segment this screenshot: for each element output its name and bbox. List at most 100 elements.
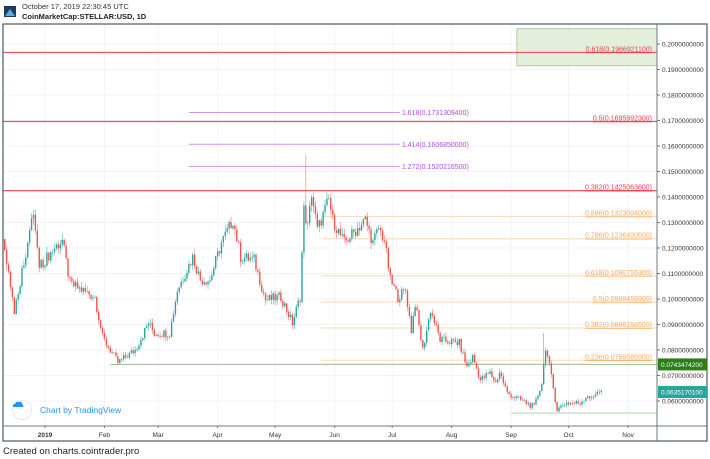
- candle-body: [188, 264, 190, 273]
- candle-body: [4, 239, 6, 250]
- candle-body: [59, 244, 62, 249]
- candle-body: [190, 264, 192, 266]
- candle-body: [560, 405, 562, 408]
- candle-body: [122, 355, 125, 360]
- candle-body: [583, 401, 585, 402]
- candle-body: [285, 303, 288, 312]
- fib-level-label: 1.414(0.1606850000): [402, 142, 469, 149]
- candle-body: [353, 229, 355, 232]
- candle-body: [470, 361, 472, 364]
- candle-body: [247, 253, 250, 261]
- watermark-text: Chart by TradingView: [40, 405, 122, 415]
- candle-body: [130, 350, 133, 353]
- candle-body: [523, 400, 526, 402]
- candle-body: [454, 339, 457, 342]
- candle-body: [278, 292, 280, 296]
- candle-body: [468, 363, 470, 367]
- candle-body: [495, 380, 497, 383]
- candle-body: [261, 284, 263, 292]
- candle-body: [236, 229, 238, 242]
- candle-body: [598, 391, 601, 393]
- time-tick-label: Apr: [213, 432, 224, 439]
- candle-body: [500, 372, 503, 377]
- candle-body: [393, 284, 395, 287]
- candle-body: [51, 251, 54, 253]
- fib-level-label: 0.382(0.1425063600): [585, 185, 652, 192]
- time-tick-label: Feb: [99, 432, 111, 439]
- price-tick-label: 0.1700000000: [662, 118, 704, 125]
- candle-body: [579, 403, 581, 405]
- candle-body: [140, 340, 142, 346]
- candle-body: [443, 336, 445, 338]
- candle-body: [483, 376, 485, 378]
- candle-body: [328, 198, 330, 199]
- candle-body: [472, 355, 474, 362]
- candle-body: [351, 229, 353, 239]
- candle-body: [550, 363, 553, 375]
- candle-body: [50, 252, 52, 261]
- candle-body: [245, 253, 248, 258]
- candle-body: [512, 396, 514, 398]
- candle-body: [324, 205, 326, 212]
- candle-body: [333, 214, 336, 231]
- candle-body: [220, 242, 223, 254]
- candle-body: [255, 254, 257, 271]
- candle-body: [132, 350, 134, 354]
- candle-body: [53, 248, 56, 252]
- candle-body: [441, 337, 443, 343]
- candle-body: [144, 327, 146, 338]
- candle-body: [594, 394, 597, 397]
- candle-body: [378, 228, 380, 230]
- price-tick-label: 0.0800000000: [662, 348, 704, 355]
- candle-body: [65, 245, 67, 259]
- candle-body: [385, 241, 388, 248]
- candle-body: [305, 205, 307, 224]
- candle-body: [147, 323, 150, 327]
- candle-body: [372, 240, 374, 244]
- tradingview-watermark[interactable]: Chart by TradingView: [12, 400, 121, 420]
- candle-body: [28, 230, 31, 243]
- candle-body: [425, 330, 428, 343]
- candle-body: [82, 288, 85, 292]
- price-tick-label: 0.1800000000: [662, 93, 704, 100]
- candle-body: [558, 407, 560, 412]
- candle-body: [262, 291, 265, 294]
- candle-body: [475, 362, 478, 369]
- candle-body: [19, 286, 21, 294]
- candle-body: [542, 364, 545, 385]
- candle-body: [376, 229, 378, 234]
- candle-body: [151, 322, 154, 330]
- candle-body: [25, 257, 27, 266]
- candle-body: [335, 230, 338, 234]
- candle-body: [418, 310, 420, 326]
- candle-body: [163, 330, 165, 337]
- candle-body: [437, 324, 439, 333]
- candle-body: [257, 270, 259, 272]
- candle-body: [431, 313, 434, 316]
- candle-body: [109, 347, 111, 353]
- candle-body: [230, 222, 232, 229]
- time-tick-label: Jun: [329, 432, 340, 439]
- target-zone: [516, 28, 658, 67]
- candle-body: [299, 300, 301, 302]
- candle-body: [456, 341, 459, 346]
- candle-body: [243, 257, 246, 262]
- candle-body: [105, 338, 108, 346]
- fib-level-label: 1.618(0.1731309400): [402, 110, 469, 117]
- candle-body: [554, 388, 556, 402]
- candle-body: [508, 391, 510, 395]
- candle-body: [506, 386, 508, 392]
- time-tick-label: Aug: [446, 432, 458, 439]
- candle-body: [510, 394, 512, 398]
- candle-body: [307, 223, 309, 224]
- candle-body: [445, 336, 447, 342]
- candle-body: [184, 278, 186, 282]
- candle-body: [145, 326, 148, 328]
- candle-body: [546, 350, 549, 357]
- candle-body: [180, 281, 182, 288]
- candle-body: [379, 228, 382, 231]
- candle-body: [15, 299, 17, 315]
- fib-level-label: 0.786(0.1236400500): [585, 233, 652, 240]
- chart-symbol: CoinMarketCap:STELLAR:USD, 1D: [22, 12, 147, 21]
